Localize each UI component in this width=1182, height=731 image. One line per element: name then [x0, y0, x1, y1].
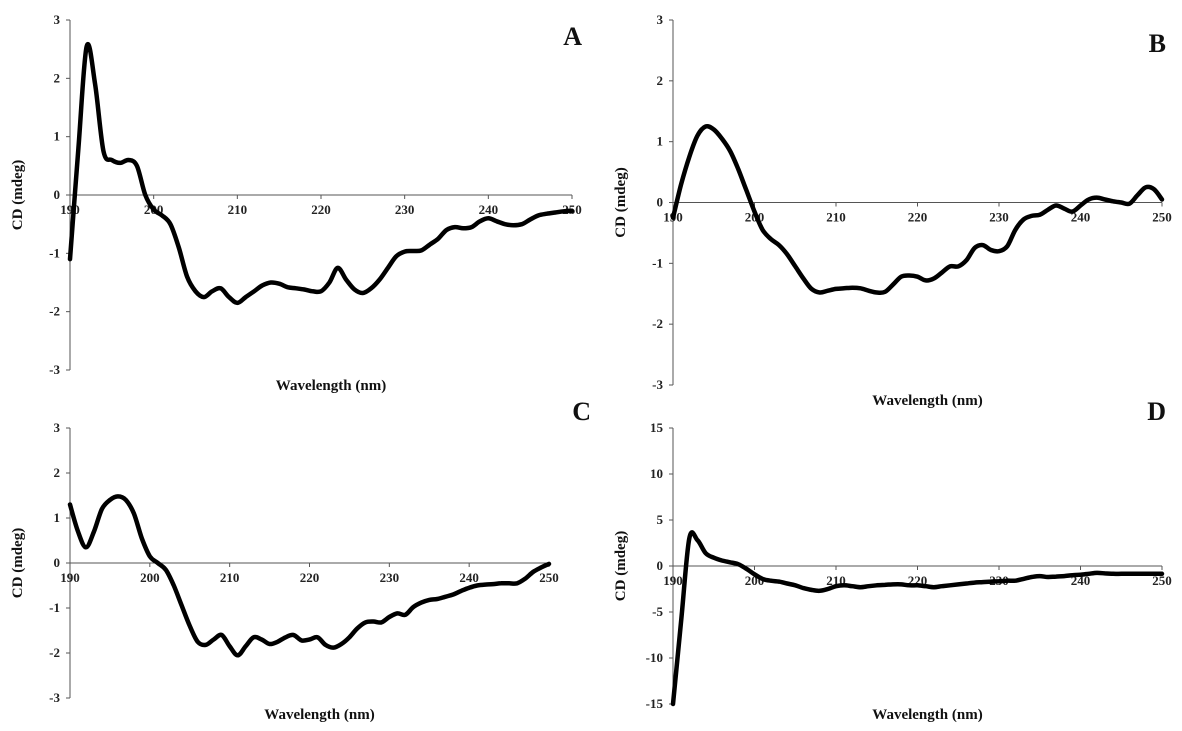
y-tick-label: 15 [650, 420, 664, 435]
y-axis-label: CD (mdeg) [10, 160, 26, 230]
cd-spectrum-line [670, 123, 1165, 296]
y-tick-label: -5 [652, 604, 663, 619]
y-tick-label: 3 [657, 12, 664, 27]
y-tick-label: 1 [657, 134, 664, 149]
y-tick-label: -3 [652, 377, 663, 392]
x-tick-label: 210 [228, 202, 248, 217]
y-tick-label: 1 [54, 510, 61, 525]
y-tick-label: 1 [54, 129, 61, 144]
y-tick-label: -2 [49, 304, 60, 319]
y-tick-label: 3 [54, 12, 61, 27]
y-tick-label: -1 [49, 245, 60, 260]
y-tick-label: -15 [646, 696, 664, 711]
cd-spectrum-line [67, 41, 575, 306]
x-tick-label: 210 [220, 570, 240, 585]
x-tick-label: 200 [140, 570, 160, 585]
y-tick-label: 3 [54, 420, 61, 435]
x-axis-label: Wavelength (nm) [264, 707, 374, 723]
x-tick-label: 240 [479, 202, 499, 217]
y-tick-label: -1 [652, 255, 663, 270]
x-tick-label: 230 [989, 210, 1009, 225]
x-tick-label: 190 [663, 573, 683, 588]
x-tick-label: 210 [826, 210, 846, 225]
x-tick-label: 220 [311, 202, 331, 217]
y-tick-label: -2 [49, 645, 60, 660]
y-tick-label: 10 [650, 466, 663, 481]
y-tick-label: -1 [49, 600, 60, 615]
panel-letter: B [1149, 29, 1166, 58]
y-tick-label: 5 [657, 512, 664, 527]
panel-letter: D [1147, 397, 1166, 426]
x-tick-label: 220 [300, 570, 320, 585]
x-tick-label: 230 [380, 570, 400, 585]
x-tick-label: 240 [459, 570, 479, 585]
y-tick-label: 0 [54, 187, 61, 202]
x-tick-label: 250 [539, 570, 559, 585]
y-tick-label: -3 [49, 362, 60, 377]
panel-letter: C [572, 397, 591, 426]
y-tick-label: -3 [49, 690, 60, 705]
x-axis-label: Wavelength (nm) [872, 393, 982, 409]
y-tick-label: 0 [657, 558, 664, 573]
y-tick-label: 2 [54, 70, 61, 85]
y-axis-label: CD (mdeg) [613, 531, 629, 601]
cd-spectrum-line [670, 530, 1165, 707]
y-tick-label: 2 [657, 73, 664, 88]
x-tick-label: 190 [60, 570, 80, 585]
x-tick-label: 250 [1152, 210, 1172, 225]
x-axis-label: Wavelength (nm) [872, 707, 982, 723]
x-tick-label: 220 [908, 210, 928, 225]
panel-letter: A [563, 22, 582, 51]
x-tick-label: 250 [1152, 573, 1172, 588]
y-tick-label: -10 [646, 650, 663, 665]
y-tick-label: 2 [54, 465, 61, 480]
y-axis-label: CD (mdeg) [10, 528, 26, 598]
x-axis-label: Wavelength (nm) [276, 378, 386, 394]
x-tick-label: 230 [395, 202, 415, 217]
y-axis-label: CD (mdeg) [613, 167, 629, 237]
x-tick-label: 190 [60, 202, 80, 217]
y-tick-label: 0 [54, 555, 61, 570]
y-tick-label: -2 [652, 316, 663, 331]
cd-spectrum-line [67, 494, 552, 658]
y-tick-label: 0 [657, 195, 664, 210]
x-tick-label: 240 [1071, 210, 1091, 225]
